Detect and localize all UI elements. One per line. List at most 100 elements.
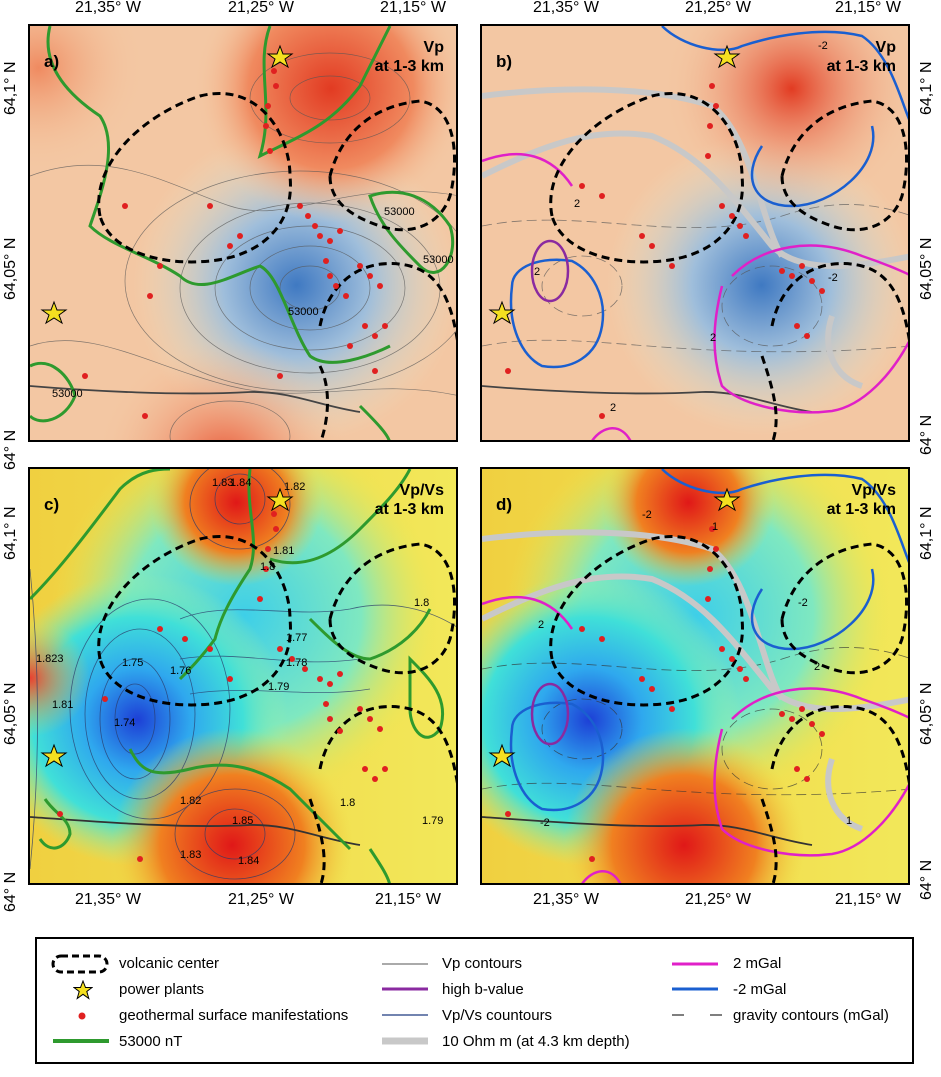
contour-label: 2	[534, 266, 541, 278]
contour-label: 1.8	[260, 561, 276, 573]
top-x-label-3: 21,15° W	[380, 0, 446, 16]
right-y-label-b3: 64° N	[918, 414, 935, 455]
contour-label: 1	[846, 815, 853, 827]
map-b-canvas	[482, 26, 908, 440]
contour-label: 1.8	[340, 797, 356, 809]
contour-label: 1.84	[230, 477, 252, 489]
legend-volcanic-center: volcanic center	[119, 955, 220, 972]
contour-label: 1.85	[232, 815, 254, 827]
contour-label: 1.79	[422, 815, 444, 827]
panel-b-label: b)	[496, 52, 513, 71]
contour-label: 1.81	[52, 699, 74, 711]
contour-label: 1.83	[212, 477, 234, 489]
panel-c-title-line1: Vp/Vs	[399, 482, 444, 499]
contour-label: -2	[798, 597, 808, 609]
legend-vpvs-contours: Vp/Vs countours	[442, 1007, 553, 1024]
left-y-label-c2: 64,05° N	[2, 682, 19, 745]
top-x-label-4: 21,35° W	[533, 0, 599, 16]
top-x-label-5: 21,25° W	[685, 0, 751, 16]
contour-label: 2	[710, 332, 717, 344]
contour-label: 2	[814, 661, 821, 673]
contour-label: 1.82	[284, 481, 306, 493]
volcanic-center-symbol	[51, 954, 109, 974]
contour-label: 2	[574, 198, 581, 210]
left-y-label-a1: 64,1° N	[2, 61, 19, 115]
panel-c-title-line2: at 1-3 km	[374, 501, 444, 518]
bottom-x-label-4: 21,35° W	[533, 891, 599, 908]
left-y-label-a3: 64° N	[2, 429, 19, 470]
contour-label: -2	[642, 509, 652, 521]
contour-label: 2	[610, 402, 617, 414]
right-y-label-d3: 64° N	[918, 859, 935, 900]
left-y-label-c3: 64° N	[2, 871, 19, 912]
right-y-label-d2: 64,05° N	[918, 682, 935, 745]
contour-label: 1.81	[273, 545, 295, 557]
bottom-x-label-3: 21,15° W	[375, 891, 441, 908]
resistivity-symbol	[382, 1037, 428, 1045]
manifestation-dot-icon	[78, 1012, 86, 1020]
panel-a-label: a)	[44, 52, 60, 71]
vpvs-contour-symbol	[382, 1014, 428, 1016]
map-d-canvas	[482, 469, 908, 883]
contour-label: 1.74	[114, 717, 136, 729]
top-x-label-6: 21,15° W	[835, 0, 901, 16]
panel-d-label: d)	[496, 495, 513, 514]
contour-label: 1.82	[180, 795, 202, 807]
legend-magnetic: 53000 nT	[119, 1033, 183, 1050]
panel-c-label: c)	[44, 495, 60, 514]
legend-vp-contours: Vp contours	[442, 955, 523, 972]
panel-d-title: Vp/Vs at 1-3 km	[827, 481, 896, 519]
bottom-x-label-1: 21,35° W	[75, 891, 141, 908]
contour-label: 1.8	[414, 597, 430, 609]
legend-resistivity: 10 Ohm m (at 4.3 km depth)	[442, 1033, 630, 1050]
panel-c-title: Vp/Vs at 1-3 km	[375, 481, 444, 519]
magnetic-line-symbol	[53, 1039, 109, 1043]
contour-label: 53000	[384, 206, 415, 218]
map-panel-d: d) Vp/Vs at 1-3 km -2 1 -2 2 -2 2 1	[480, 467, 910, 885]
map-panel-b: b) Vp at 1-3 km -2 2 2 2 -2 2	[480, 24, 910, 442]
contour-label: 53000	[288, 306, 319, 318]
contour-label: 1	[712, 521, 719, 533]
contour-label: 1.77	[286, 632, 308, 644]
panel-d-title-line1: Vp/Vs	[851, 482, 896, 499]
contour-label: 1.76	[170, 665, 192, 677]
contour-label: 1.83	[180, 849, 202, 861]
contour-label: 2	[538, 619, 545, 631]
panel-b-title-line1: Vp	[875, 39, 896, 56]
bottom-x-label-2: 21,25° W	[228, 891, 294, 908]
contour-label: 1.79	[268, 681, 290, 693]
panel-a-title: Vp at 1-3 km	[375, 38, 444, 76]
map-panel-a: a) Vp at 1-3 km 53000 53000 53000 53000	[28, 24, 458, 442]
legend-gravity-contours: gravity contours (mGal)	[733, 1007, 889, 1024]
high-b-symbol	[382, 987, 428, 991]
top-x-label-2: 21,25° W	[228, 0, 294, 16]
legend-geothermal: geothermal surface manifestations	[119, 1007, 349, 1024]
contour-label: 1.75	[122, 657, 144, 669]
contour-label: -2	[828, 272, 838, 284]
left-y-label-a2: 64,05° N	[2, 237, 19, 300]
legend-pos-gravity: 2 mGal	[733, 955, 782, 972]
left-y-label-c1: 64,1° N	[2, 506, 19, 560]
gravity-contour-symbol	[672, 1014, 724, 1016]
legend-high-b: high b-value	[442, 981, 524, 998]
map-legend: volcanic center power plants geothermal …	[35, 937, 914, 1064]
panel-b-title: Vp at 1-3 km	[827, 38, 896, 76]
right-y-label-b1: 64,1° N	[918, 61, 935, 115]
legend-neg-gravity: -2 mGal	[733, 981, 787, 998]
contour-label: 53000	[423, 254, 454, 266]
contour-label: 53000	[52, 388, 83, 400]
right-y-label-b2: 64,05° N	[918, 237, 935, 300]
contour-label: 1.78	[286, 657, 308, 669]
contour-label: 1.84	[238, 855, 260, 867]
top-x-label-1: 21,35° W	[75, 0, 141, 16]
right-y-label-d1: 64,1° N	[918, 506, 935, 560]
panel-d-title-line2: at 1-3 km	[826, 501, 896, 518]
map-c-canvas	[30, 469, 456, 883]
pos-gravity-symbol	[672, 962, 718, 966]
neg-gravity-symbol	[672, 987, 718, 991]
panel-a-title-line2: at 1-3 km	[374, 58, 444, 75]
contour-label: 1.823	[36, 653, 64, 665]
panel-b-title-line2: at 1-3 km	[826, 58, 896, 75]
bottom-x-label-5: 21,25° W	[685, 891, 751, 908]
vp-contour-symbol	[382, 963, 428, 965]
